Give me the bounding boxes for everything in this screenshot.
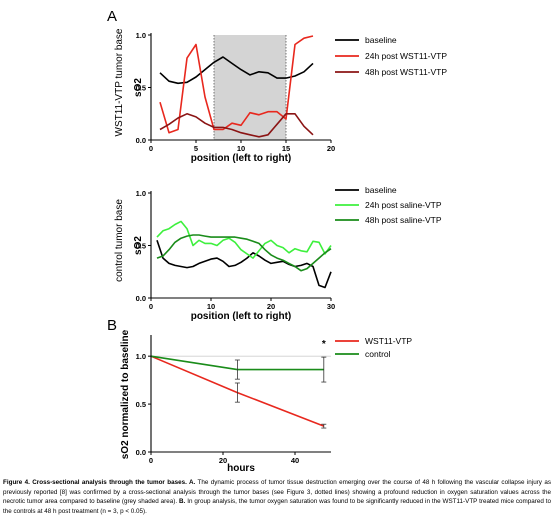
panel-label-b: B (107, 317, 117, 334)
y-tick-label-0: 0.0 (136, 136, 146, 145)
y-tick-label-2: 1.0 (136, 31, 146, 40)
series-line-0 (159, 56, 314, 85)
legend-label-0: baseline (365, 35, 397, 45)
y-tick-label-1: 0.5 (136, 241, 146, 250)
y-tick-label-2: 1.0 (136, 352, 146, 361)
chart-b-group: WST11-VTP control 0.0 0.5 1.0 0 20 40 hours sO2 n… (120, 329, 412, 474)
legend-label-2: 48h post saline-VTP (365, 215, 442, 225)
legend-label-0: WST11-VTP (365, 336, 412, 346)
x-tick-label-1: 5 (194, 144, 198, 153)
y-tick-label-1: 0.5 (136, 400, 146, 409)
caption-part-a: The dynamic process of tumor tissue dest… (3, 479, 551, 506)
series-line-2 (156, 234, 332, 272)
legend-label-1: 24h post WST11-VTP (365, 51, 447, 61)
x-tick-label-3: 15 (282, 144, 290, 153)
figure-caption: Figure 4. Cross-sectional analysis throu… (3, 478, 551, 516)
y-tick-label-2: 1.0 (136, 189, 146, 198)
x-axis-title: position (left to right) (191, 153, 292, 164)
caption-label-b: B. (179, 498, 186, 506)
y-tick-label-1: 0.5 (136, 83, 146, 92)
y-axis-title: sO2 (133, 78, 144, 97)
x-tick-label-2: 40 (291, 456, 299, 465)
legend-label-1: 24h post saline-VTP (365, 200, 442, 210)
caption-lead: Figure 4. Cross-sectional analysis throu… (3, 479, 196, 486)
chart-a-control: baseline 24h post saline-VTP 48h post sali… (114, 185, 442, 322)
series-line-1 (159, 35, 314, 134)
x-tick-label-2: 10 (237, 144, 245, 153)
y-tick-label-0: 0.0 (136, 294, 146, 303)
chart-side-title: WST11-VTP tumor base (114, 28, 125, 136)
legend-label-2: 48h post WST11-VTP (365, 67, 447, 77)
x-axis-title: position (left to right) (191, 311, 292, 322)
x-tick-label-1: 20 (219, 456, 227, 465)
legend-label-1: control (365, 349, 391, 359)
chart-a-wst11: baseline 24h post WST11-VTP 48h post WST11… (114, 28, 447, 164)
figure-canvas: A B baseline 24h post WST11-VTP 48h post W… (107, 8, 447, 474)
shaded-region (214, 35, 286, 140)
y-tick-label-0: 0.0 (136, 448, 146, 457)
x-tick-label-0: 0 (149, 302, 153, 311)
series-line-1 (156, 220, 332, 259)
legend-label-0: baseline (365, 185, 397, 195)
x-tick-label-4: 20 (327, 144, 335, 153)
x-axis-title: hours (227, 463, 255, 474)
x-tick-label-3: 30 (327, 302, 335, 311)
x-tick-label-1: 10 (207, 302, 215, 311)
series-line-0 (156, 240, 332, 289)
series-line-2 (159, 113, 314, 138)
x-tick-label-2: 20 (267, 302, 275, 311)
panel-label-a: A (107, 8, 117, 25)
x-tick-label-0: 0 (149, 144, 153, 153)
chart-side-title: control tumor base (114, 199, 125, 282)
y-axis-title: sO2 (133, 236, 144, 255)
x-tick-label-0: 0 (149, 456, 153, 465)
caption-part-b: In group analysis, the tumor oxygen satu… (3, 498, 552, 515)
y-axis-title: sO2 normalized to baseline (120, 329, 131, 459)
significance-marker: * (322, 339, 326, 350)
